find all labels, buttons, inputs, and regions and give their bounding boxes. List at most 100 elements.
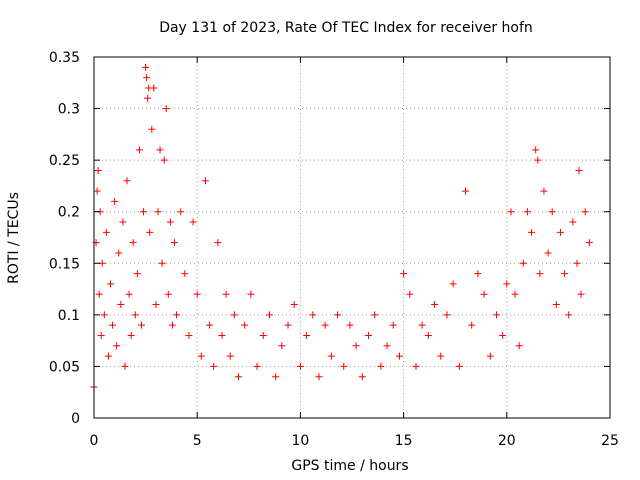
data-point: [241, 321, 249, 329]
data-point: [581, 208, 589, 216]
data-point: [177, 208, 185, 216]
data-point: [97, 331, 105, 339]
data-point: [371, 311, 379, 319]
data-point: [272, 373, 280, 381]
x-axis-label: GPS time / hours: [291, 458, 408, 474]
data-point: [528, 228, 536, 236]
data-point: [480, 290, 488, 298]
data-point: [534, 156, 542, 164]
data-point: [154, 208, 162, 216]
data-point: [125, 290, 133, 298]
data-point: [334, 311, 342, 319]
data-point: [296, 362, 304, 370]
data-point: [214, 239, 222, 247]
data-point: [156, 146, 164, 154]
data-point: [352, 342, 360, 350]
x-tick-label: 15: [395, 433, 413, 449]
data-point: [585, 239, 593, 247]
data-point: [418, 321, 426, 329]
data-point: [532, 146, 540, 154]
data-point: [290, 301, 298, 309]
y-tick-label: 0.05: [49, 359, 80, 375]
data-point: [121, 362, 129, 370]
data-point: [197, 352, 205, 360]
data-point: [113, 342, 121, 350]
data-point: [540, 187, 548, 195]
data-point: [278, 342, 286, 350]
data-point: [561, 270, 569, 278]
data-point: [556, 228, 564, 236]
data-point: [218, 331, 226, 339]
data-point: [389, 321, 397, 329]
data-point: [548, 208, 556, 216]
data-point: [569, 218, 577, 226]
data-point: [135, 146, 143, 154]
x-tick-label: 10: [291, 433, 309, 449]
data-point: [424, 331, 432, 339]
data-point: [377, 362, 385, 370]
y-tick-label: 0.25: [49, 153, 80, 169]
data-point: [544, 249, 552, 257]
data-point: [552, 301, 560, 309]
chart-title: Day 131 of 2023, Rate Of TEC Index for r…: [159, 20, 533, 36]
data-point: [94, 166, 102, 174]
data-point: [109, 321, 117, 329]
y-tick-label: 0.3: [58, 102, 80, 118]
data-point: [474, 270, 482, 278]
data-point: [575, 166, 583, 174]
data-point: [146, 228, 154, 236]
x-tick-label: 0: [90, 433, 99, 449]
data-point: [93, 187, 101, 195]
data-point: [150, 84, 158, 92]
data-point: [443, 311, 451, 319]
data-point: [536, 270, 544, 278]
data-point: [511, 290, 519, 298]
data-point: [185, 331, 193, 339]
data-point: [503, 280, 511, 288]
data-point: [383, 342, 391, 350]
y-tick-label: 0.2: [58, 205, 80, 221]
data-point: [102, 228, 110, 236]
data-point: [253, 362, 261, 370]
data-point: [395, 352, 403, 360]
data-point: [315, 373, 323, 381]
data-point: [412, 362, 420, 370]
data-point: [104, 352, 112, 360]
data-point: [142, 63, 150, 71]
data-point: [162, 105, 170, 113]
data-point: [158, 259, 166, 267]
data-point: [284, 321, 292, 329]
data-point: [406, 290, 414, 298]
data-point: [140, 208, 148, 216]
data-point: [226, 352, 234, 360]
data-point: [166, 218, 174, 226]
x-tick-label: 25: [601, 433, 619, 449]
data-point: [515, 342, 523, 350]
data-point: [468, 321, 476, 329]
data-point: [210, 362, 218, 370]
data-point: [222, 290, 230, 298]
data-point: [400, 270, 408, 278]
x-axis: 0 5 10 15 20 25: [90, 57, 619, 449]
data-point: [577, 290, 585, 298]
data-point: [143, 74, 151, 82]
data-point: [137, 321, 145, 329]
data-point: [107, 280, 115, 288]
y-tick-label: 0.1: [58, 308, 80, 324]
data-point: [462, 187, 470, 195]
data-point: [201, 177, 209, 185]
data-point: [492, 311, 500, 319]
data-point: [123, 177, 131, 185]
data-point: [523, 208, 531, 216]
data-point: [148, 125, 156, 133]
scatter-marks: [90, 63, 593, 391]
data-point: [129, 239, 137, 247]
data-point: [486, 352, 494, 360]
data-point: [133, 270, 141, 278]
data-point: [303, 331, 311, 339]
data-point: [259, 331, 267, 339]
data-point: [95, 290, 103, 298]
data-point: [131, 311, 139, 319]
x-tick-label: 5: [193, 433, 202, 449]
